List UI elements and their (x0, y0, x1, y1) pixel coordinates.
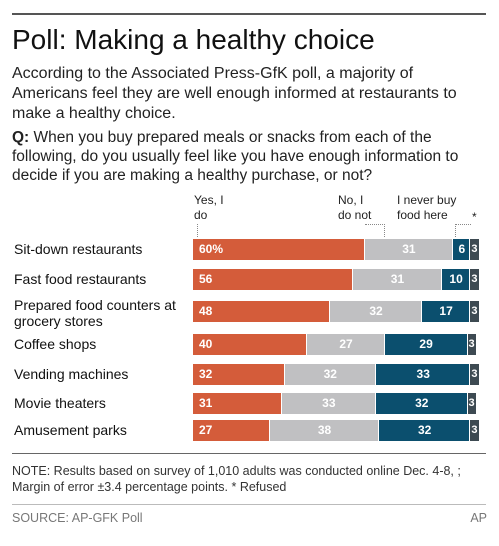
bar-value-label: 3 (468, 338, 475, 350)
bar-segment-never (378, 420, 471, 441)
bar-value-label: 33 (322, 396, 336, 410)
bar-value-label: 32 (199, 367, 213, 381)
bar-segment-never (376, 364, 471, 385)
bar-value-label: 32 (323, 367, 337, 381)
bar-segment-never (441, 269, 471, 290)
bar-value-label: 3 (471, 424, 478, 436)
category-label: Prepared food counters at grocery stores (14, 297, 176, 329)
bar-segment-refused (467, 393, 477, 414)
category-label: Movie theaters (14, 395, 106, 411)
legend-never: I never buy food here (397, 193, 457, 222)
leader-yes (197, 224, 198, 237)
bar-value-label: 32 (417, 423, 432, 437)
bar-segment-no (353, 269, 442, 290)
bar-segment-yes (193, 393, 282, 414)
leader-never-h (455, 224, 471, 225)
chart-source: SOURCE: AP-GFK Poll (12, 511, 143, 525)
bar-segment-yes (193, 239, 365, 260)
bar-segment-no (330, 301, 422, 322)
bar-value-label: 38 (317, 423, 332, 437)
bar-segment-no (307, 334, 385, 355)
top-rule (12, 13, 486, 15)
bar-value-label: 3 (471, 243, 478, 255)
bar-value-label: 17 (439, 304, 453, 318)
bar-value-label: 56 (199, 272, 213, 286)
bar-segment-never (376, 393, 468, 414)
bar-segment-never (421, 301, 471, 322)
question-prefix: Q: (12, 129, 30, 146)
bar-segment-yes (193, 334, 308, 355)
category-label: Amusement parks (14, 422, 127, 438)
category-label: Sit-down restaurants (14, 241, 143, 257)
category-label: Vending machines (14, 366, 129, 382)
bar-segment-no (364, 239, 454, 260)
bar-value-label: 3 (471, 305, 478, 317)
bar-value-label: 6 (458, 242, 466, 256)
bar-segment-yes (193, 364, 285, 385)
bar-value-label: 60% (199, 242, 224, 256)
legend-refused: * (472, 210, 477, 224)
leader-never (455, 224, 456, 237)
bar-value-label: 27 (199, 423, 213, 437)
question-text: When you buy prepared meals or snacks fr… (12, 129, 459, 184)
bar-segment-no (281, 393, 377, 414)
bar-value-label: 31 (402, 242, 416, 256)
bar-segment-yes (193, 269, 354, 290)
bar-segment-yes (193, 420, 271, 441)
bar-segment-refused (470, 239, 479, 260)
chart-title: Poll: Making a healthy choice (12, 24, 375, 55)
bar-segment-yes (193, 301, 331, 322)
bar-segment-refused (467, 334, 477, 355)
bar-value-label: 40 (199, 337, 213, 351)
bar-value-label: 31 (199, 396, 213, 410)
bar-value-label: 29 (419, 337, 433, 351)
bottom-rule (12, 453, 486, 454)
bar-value-label: 10 (449, 272, 463, 286)
bar-segment-refused (470, 364, 479, 385)
bar-value-label: 3 (471, 368, 478, 380)
poll-question: Q: When you buy prepared meals or snacks… (12, 128, 488, 185)
chart-note: NOTE: Results based on survey of 1,010 a… (12, 464, 461, 494)
bar-segment-never (384, 334, 468, 355)
bar-segment-no (270, 420, 379, 441)
leader-no (384, 224, 385, 237)
source-rule (12, 504, 486, 505)
category-label: Coffee shops (14, 336, 97, 352)
bar-segment-no (284, 364, 377, 385)
chart-credit: AP (470, 511, 487, 525)
category-label: Fast food restaurants (14, 271, 147, 287)
bar-segment-refused (470, 301, 479, 322)
chart-intro: According to the Associated Press-GfK po… (12, 65, 457, 122)
bar-value-label: 3 (468, 397, 475, 409)
bar-value-label: 27 (339, 337, 353, 351)
bar-segment-never (453, 239, 471, 260)
bar-value-label: 48 (199, 304, 213, 318)
bar-value-label: 33 (416, 367, 430, 381)
bar-value-label: 32 (369, 304, 383, 318)
bar-value-label: 31 (390, 272, 405, 286)
leader-no-h (365, 224, 385, 225)
bar-segment-refused (470, 420, 479, 441)
bar-value-label: 3 (471, 273, 478, 285)
bar-segment-refused (470, 269, 479, 290)
bar-value-label: 32 (415, 396, 429, 410)
